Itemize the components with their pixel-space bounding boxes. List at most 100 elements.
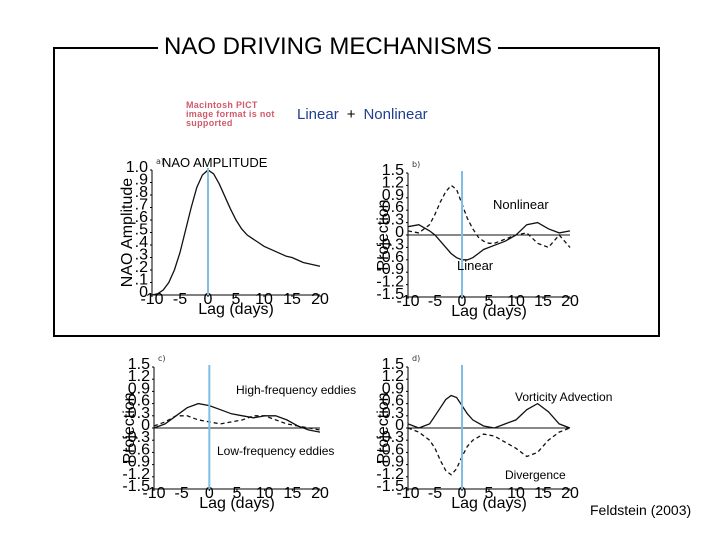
y-tick-label: 0 bbox=[139, 284, 148, 301]
y-tick-label: 0.9 bbox=[382, 187, 404, 204]
pict-unsupported-notice: Macintosh PICT image format is not suppo… bbox=[186, 100, 275, 128]
y-tick-label: 0 bbox=[395, 224, 404, 241]
y-tick-label: .3 bbox=[135, 247, 148, 264]
nao-amplitude-label: NAO AMPLITUDE bbox=[162, 155, 268, 170]
y-tick-label: .2 bbox=[135, 259, 148, 276]
x-axis-label: Lag (days) bbox=[451, 495, 527, 512]
y-tick-label: 0.9 bbox=[128, 380, 150, 397]
y-tick-label: -0.9 bbox=[122, 454, 150, 471]
x-tick-label: 10 bbox=[255, 291, 273, 308]
y-tick-label: -1.2 bbox=[122, 466, 150, 483]
y-tick-label: -1.5 bbox=[376, 286, 404, 303]
series-line-solid bbox=[151, 169, 321, 296]
y-tick-label: .1 bbox=[135, 272, 148, 289]
x-tick-label: 15 bbox=[283, 291, 301, 308]
x-tick-label: 5 bbox=[233, 485, 242, 502]
x-tick-label: 0 bbox=[204, 291, 213, 308]
y-tick-label: -1.2 bbox=[376, 274, 404, 291]
x-tick-label: 10 bbox=[507, 293, 525, 310]
y-tick-label: 0.6 bbox=[128, 393, 150, 410]
chart-eddies: c)-1.5-1.2-0.9-0.6-0.300.30.60.91.21.5-1… bbox=[121, 354, 329, 512]
y-tick-label: -0.9 bbox=[376, 261, 404, 278]
chart-vorticity-divergence: d)-1.5-1.2-0.9-0.6-0.300.30.60.91.21.5-1… bbox=[375, 354, 579, 512]
y-tick-label: .7 bbox=[135, 197, 148, 214]
x-tick-label: 0 bbox=[458, 485, 467, 502]
equation-nonlinear: Nonlinear bbox=[363, 106, 428, 123]
linear-label: Linear bbox=[457, 258, 494, 273]
chart-linear-nonlinear: b)-1.5-1.2-0.9-0.6-0.300.30.60.91.21.5-1… bbox=[375, 160, 579, 320]
x-tick-label: -10 bbox=[142, 485, 165, 502]
y-tick-label: 1.5 bbox=[382, 356, 404, 373]
y-tick-label: .8 bbox=[135, 184, 148, 201]
page-title: NAO DRIVING MECHANISMS bbox=[158, 30, 499, 64]
y-tick-label: 0.3 bbox=[382, 405, 404, 422]
x-tick-label: -5 bbox=[428, 293, 442, 310]
y-axis-label: Projection bbox=[375, 199, 392, 270]
y-tick-label: -0.6 bbox=[122, 441, 150, 458]
x-tick-label: -5 bbox=[428, 485, 442, 502]
y-tick-label: 1.5 bbox=[382, 162, 404, 179]
y-tick-label: .4 bbox=[135, 234, 148, 251]
low-frequency-label: Low-frequency eddies bbox=[217, 444, 335, 458]
y-tick-label: 0.6 bbox=[382, 393, 404, 410]
series-line-dashed bbox=[153, 415, 321, 431]
y-axis-label: Projection bbox=[375, 392, 392, 463]
panel-letter: d) bbox=[412, 354, 420, 363]
x-tick-label: -10 bbox=[396, 485, 419, 502]
x-tick-label: 0 bbox=[458, 293, 467, 310]
y-tick-label: -1.5 bbox=[122, 478, 150, 495]
y-tick-label: -0.6 bbox=[376, 249, 404, 266]
series-line-dashed bbox=[407, 427, 571, 476]
x-tick-label: 5 bbox=[232, 291, 241, 308]
x-tick-label: 20 bbox=[561, 485, 579, 502]
y-tick-label: 1.2 bbox=[382, 368, 404, 385]
x-tick-label: 10 bbox=[507, 485, 525, 502]
equation-linear: Linear bbox=[297, 106, 339, 123]
y-axis-label: NAO Amplitude bbox=[119, 178, 136, 287]
x-tick-label: 15 bbox=[283, 485, 301, 502]
x-tick-label: 20 bbox=[561, 293, 579, 310]
x-tick-label: 15 bbox=[534, 293, 552, 310]
x-axis-label: Lag (days) bbox=[198, 301, 274, 318]
x-tick-label: 15 bbox=[534, 485, 552, 502]
y-tick-label: -0.3 bbox=[122, 429, 150, 446]
x-tick-label: 5 bbox=[485, 485, 494, 502]
x-tick-label: -10 bbox=[396, 293, 419, 310]
x-tick-label: -10 bbox=[140, 291, 163, 308]
x-tick-label: 10 bbox=[256, 485, 274, 502]
x-axis-label: Lag (days) bbox=[199, 495, 275, 512]
series-line-dashed bbox=[407, 184, 571, 249]
y-axis-label: Projection bbox=[121, 392, 138, 463]
y-tick-label: 1.0 bbox=[126, 159, 148, 176]
panel-letter: a) bbox=[156, 157, 164, 166]
x-tick-label: 20 bbox=[311, 291, 329, 308]
x-axis-label: Lag (days) bbox=[451, 303, 527, 320]
series-line-solid bbox=[407, 221, 571, 261]
y-tick-label: -0.9 bbox=[376, 454, 404, 471]
y-tick-label: 1.2 bbox=[382, 174, 404, 191]
y-tick-label: 1.2 bbox=[128, 368, 150, 385]
y-tick-label: 1.5 bbox=[128, 356, 150, 373]
x-tick-label: 0 bbox=[205, 485, 214, 502]
x-tick-label: -5 bbox=[173, 291, 187, 308]
high-frequency-label: High-frequency eddies bbox=[236, 383, 357, 397]
series-line-solid bbox=[153, 402, 321, 433]
y-tick-label: 0 bbox=[395, 417, 404, 434]
vorticity-label: Vorticity Advection bbox=[515, 390, 613, 404]
panel-letter: b) bbox=[412, 160, 420, 169]
y-tick-label: .5 bbox=[135, 222, 148, 239]
chart-nao-amplitude: a)0.1.2.3.4.5.6.7.8.91.0-10 -5 0 5 10 15 20Lag… bbox=[119, 157, 329, 318]
y-tick-label: 0.6 bbox=[382, 199, 404, 216]
y-tick-label: -1.5 bbox=[376, 478, 404, 495]
y-tick-label: -0.6 bbox=[376, 441, 404, 458]
x-tick-label: 5 bbox=[485, 293, 494, 310]
y-tick-label: -0.3 bbox=[376, 236, 404, 253]
y-tick-label: 0.3 bbox=[128, 405, 150, 422]
x-tick-label: 20 bbox=[311, 485, 329, 502]
credit-citation: Feldstein (2003) bbox=[590, 502, 692, 518]
y-tick-label: 0 bbox=[141, 417, 150, 434]
equation-plus: + bbox=[346, 106, 356, 123]
equation: Linear + Nonlinear bbox=[297, 106, 428, 123]
y-tick-label: -1.2 bbox=[376, 466, 404, 483]
divergence-label: Divergence bbox=[505, 468, 566, 482]
